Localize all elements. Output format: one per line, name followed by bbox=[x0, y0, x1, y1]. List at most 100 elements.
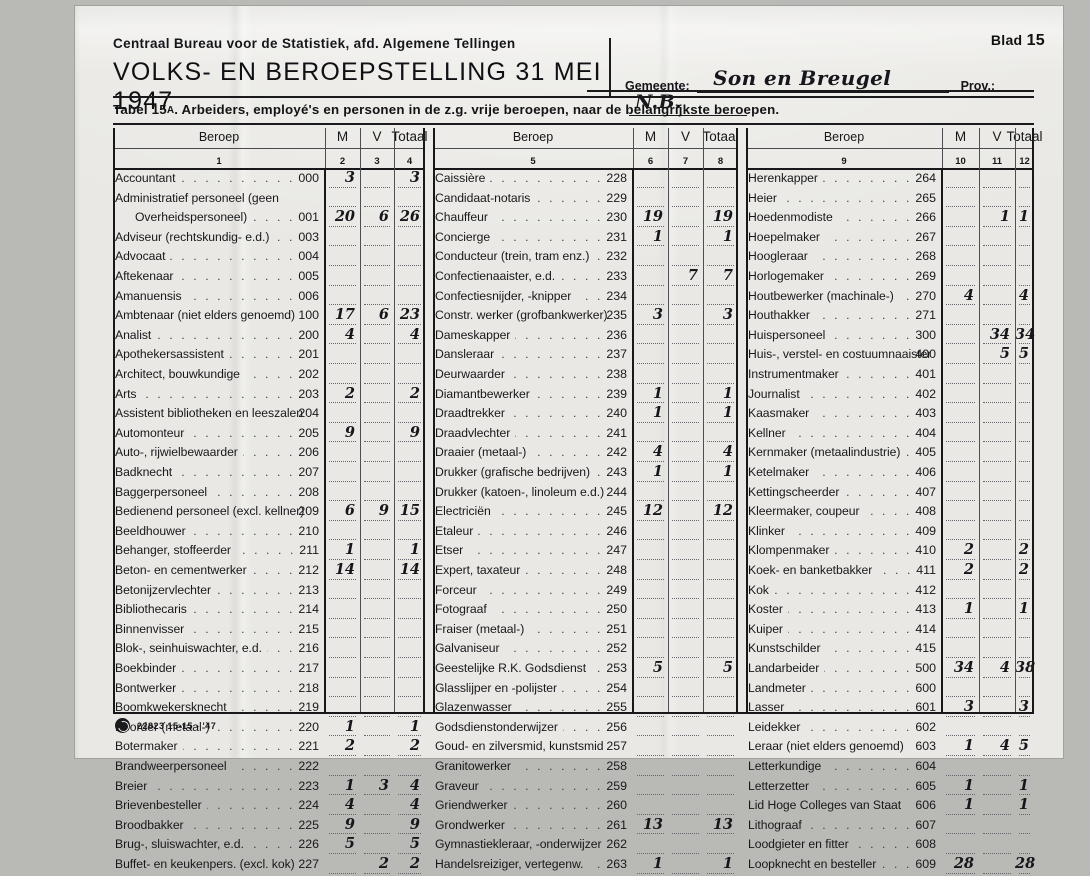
table-row[interactable]: Baggerpersoneel . . . . . . . . . . . . .… bbox=[113, 484, 425, 504]
table-row[interactable]: Aftekenaar . . . . . . . . . . . . . . . … bbox=[113, 268, 425, 288]
value-totaal[interactable]: 1 bbox=[722, 855, 733, 872]
table-row[interactable]: Leidekker . . . . . . . . . . . . . . . .… bbox=[746, 719, 1034, 739]
table-row[interactable]: Chauffeur . . . . . . . . . . . . . . . .… bbox=[433, 208, 738, 229]
table-row[interactable]: Glazenwasser . . . . . . . . . . . . . . … bbox=[433, 699, 738, 719]
value-totaal[interactable]: 1 bbox=[1018, 600, 1029, 618]
value-m[interactable]: 5 bbox=[344, 835, 355, 853]
value-totaal[interactable]: 4 bbox=[722, 443, 733, 461]
value-m[interactable]: 12 bbox=[642, 502, 663, 520]
table-row[interactable]: Adviseur (rechtskundig- e.d.) . . . . . .… bbox=[113, 229, 425, 249]
table-row[interactable]: Buffet- en keukenpers. (excl. kok) 227 2 2 bbox=[113, 855, 425, 876]
table-row[interactable]: Huis-, verstel- en costuumnaaister 400 5 5 bbox=[746, 345, 1034, 366]
value-totaal[interactable]: 1 bbox=[409, 717, 420, 735]
table-row[interactable]: Handelsreiziger, vertegenw. . . . . . . .… bbox=[433, 855, 738, 876]
table-row[interactable]: Instrumentmaker . . . . . . . . . . . . .… bbox=[746, 366, 1034, 386]
table-row[interactable]: Diamantbewerker . . . . . . . . . . . . .… bbox=[433, 384, 738, 406]
value-totaal[interactable]: 5 bbox=[1018, 345, 1029, 363]
value-totaal[interactable]: 2 bbox=[1018, 541, 1029, 559]
table-row[interactable]: Advocaat . . . . . . . . . . . . . . . . … bbox=[113, 248, 425, 268]
value-totaal[interactable]: 26 bbox=[399, 208, 420, 226]
table-row[interactable]: Automonteur . . . . . . . . . . . . . . .… bbox=[113, 423, 425, 445]
value-m[interactable]: 9 bbox=[344, 815, 355, 833]
table-row[interactable]: Loodgieter en fitter . . . . . . . . . . … bbox=[746, 836, 1034, 856]
table-row[interactable]: Electriciën . . . . . . . . . . . . . . .… bbox=[433, 502, 738, 523]
value-v[interactable]: 5 bbox=[999, 345, 1010, 363]
value-v[interactable]: 7 bbox=[687, 267, 698, 284]
table-row[interactable]: Confectienaaister, e.d. . . . . . . . . .… bbox=[433, 267, 738, 288]
value-m[interactable]: 5 bbox=[652, 659, 663, 676]
value-totaal[interactable]: 1 bbox=[722, 463, 733, 480]
table-row[interactable]: Bibliothecaris . . . . . . . . . . . . . … bbox=[113, 601, 425, 621]
value-m[interactable]: 2 bbox=[344, 737, 355, 755]
table-row[interactable]: Breier . . . . . . . . . . . . . . . . . … bbox=[113, 776, 425, 798]
value-totaal[interactable]: 4 bbox=[409, 325, 420, 343]
table-row[interactable]: Kuiper . . . . . . . . . . . . . . . . . … bbox=[746, 621, 1034, 641]
table-row[interactable]: Kok . . . . . . . . . . . . . . . . . . .… bbox=[746, 582, 1034, 602]
value-totaal[interactable]: 28 bbox=[1015, 855, 1036, 872]
table-row[interactable]: Kunstschilder . . . . . . . . . . . . . .… bbox=[746, 640, 1034, 660]
value-m[interactable]: 2 bbox=[344, 384, 355, 402]
table-row[interactable]: Bontwerker . . . . . . . . . . . . . . . … bbox=[113, 680, 425, 700]
table-row[interactable]: Blok-, seinhuiswachter, e.d. . . . . . . … bbox=[113, 640, 425, 660]
value-totaal[interactable]: 3 bbox=[409, 169, 420, 186]
value-totaal[interactable]: 34 bbox=[1015, 325, 1036, 343]
table-row[interactable]: Lasser . . . . . . . . . . . . . . . . . … bbox=[746, 698, 1034, 719]
value-totaal[interactable]: 5 bbox=[1018, 737, 1029, 755]
value-m[interactable]: 34 bbox=[953, 659, 974, 676]
table-row[interactable]: Accountant . . . . . . . . . . . . . . . … bbox=[113, 169, 425, 190]
table-row[interactable]: Leraar (niet elders genoemd). . . . . . … bbox=[746, 737, 1034, 758]
table-row[interactable]: Broodbakker . . . . . . . . . . . . . . .… bbox=[113, 815, 425, 837]
value-m[interactable]: 14 bbox=[334, 561, 355, 578]
value-m[interactable]: 4 bbox=[344, 325, 355, 343]
table-row[interactable]: Brug-, sluiswachter, e.d. . . . . . . . .… bbox=[113, 835, 425, 856]
table-row[interactable]: Ambtenaar (niet elders genoemd) 100 17 6 23 bbox=[113, 306, 425, 327]
table-row[interactable]: Granitowerker . . . . . . . . . . . . . .… bbox=[433, 758, 738, 778]
value-m[interactable]: 1 bbox=[963, 776, 974, 794]
value-m[interactable]: 17 bbox=[334, 306, 355, 324]
value-totaal[interactable]: 1 bbox=[409, 541, 420, 559]
value-totaal[interactable]: 1 bbox=[722, 384, 733, 402]
table-row[interactable]: Boorder (metaal-) . . . . . . . . . . . .… bbox=[113, 717, 425, 739]
table-row[interactable]: Overheidspersoneel) . . . . . . . . . . .… bbox=[113, 208, 425, 229]
table-row[interactable]: Assistent bibliotheken en leeszalen 204 bbox=[113, 405, 425, 425]
table-row[interactable]: Herenkapper . . . . . . . . . . . . . . .… bbox=[746, 170, 1034, 190]
table-row[interactable]: Concierge . . . . . . . . . . . . . . . .… bbox=[433, 228, 738, 249]
table-row[interactable]: Hoepelmaker . . . . . . . . . . . . . . .… bbox=[746, 229, 1034, 249]
table-row[interactable]: Betonijzervlechter . . . . . . . . . . . … bbox=[113, 582, 425, 602]
table-row[interactable]: Deurwaarder . . . . . . . . . . . . . . .… bbox=[433, 366, 738, 386]
table-row[interactable]: Kernmaker (metaalindustrie) . . . . . . .… bbox=[746, 444, 1034, 464]
table-row[interactable]: Loopknecht en besteller . . . . . . . . .… bbox=[746, 855, 1036, 876]
value-m[interactable]: 19 bbox=[642, 208, 663, 226]
value-m[interactable]: 28 bbox=[953, 855, 974, 872]
value-totaal[interactable]: 2 bbox=[409, 737, 420, 755]
table-row[interactable]: Godsdienstonderwijzer . . . . . . . . . .… bbox=[433, 719, 738, 739]
value-m[interactable]: 3 bbox=[652, 306, 663, 324]
value-m[interactable]: 1 bbox=[963, 737, 974, 755]
value-m[interactable]: 1 bbox=[344, 717, 355, 735]
value-m[interactable]: 2 bbox=[963, 561, 974, 578]
table-row[interactable]: Brievenbesteller . . . . . . . . . . . . … bbox=[113, 796, 425, 817]
table-row[interactable]: Kettingscheerder . . . . . . . . . . . . … bbox=[746, 484, 1034, 504]
table-row[interactable]: Forceur . . . . . . . . . . . . . . . . .… bbox=[433, 582, 738, 602]
table-row[interactable]: Fraiser (metaal-) . . . . . . . . . . . .… bbox=[433, 621, 738, 641]
table-row[interactable]: Dansleraar . . . . . . . . . . . . . . . … bbox=[433, 346, 738, 366]
value-totaal[interactable]: 4 bbox=[1018, 286, 1029, 304]
table-row[interactable]: Caissière . . . . . . . . . . . . . . . .… bbox=[433, 170, 738, 190]
table-row[interactable]: Kellner . . . . . . . . . . . . . . . . .… bbox=[746, 425, 1034, 445]
table-row[interactable]: Letterzetter . . . . . . . . . . . . . . … bbox=[746, 776, 1034, 798]
table-row[interactable]: Etaleur . . . . . . . . . . . . . . . . .… bbox=[433, 523, 738, 543]
value-m[interactable]: 9 bbox=[344, 423, 355, 441]
value-totaal[interactable]: 1 bbox=[1018, 776, 1029, 794]
table-row[interactable]: Dameskapper . . . . . . . . . . . . . . .… bbox=[433, 327, 738, 347]
table-row[interactable]: Geestelijke R.K. Godsdienst . . . . . . .… bbox=[433, 659, 738, 680]
table-row[interactable]: Beeldhouwer . . . . . . . . . . . . . . .… bbox=[113, 523, 425, 543]
table-row[interactable]: Landmeter . . . . . . . . . . . . . . . .… bbox=[746, 680, 1034, 700]
value-totaal[interactable]: 7 bbox=[722, 267, 733, 284]
value-totaal[interactable]: 14 bbox=[399, 561, 420, 578]
table-row[interactable]: Kleermaker, coupeur . . . . . . . . . . .… bbox=[746, 503, 1034, 523]
table-row[interactable]: Boomkwekersknecht . . . . . . . . . . . .… bbox=[113, 699, 425, 719]
value-v[interactable]: 3 bbox=[378, 776, 389, 794]
value-m[interactable]: 3 bbox=[344, 169, 355, 186]
value-m[interactable]: 1 bbox=[652, 404, 663, 422]
table-row[interactable]: Klinker . . . . . . . . . . . . . . . . .… bbox=[746, 523, 1034, 543]
